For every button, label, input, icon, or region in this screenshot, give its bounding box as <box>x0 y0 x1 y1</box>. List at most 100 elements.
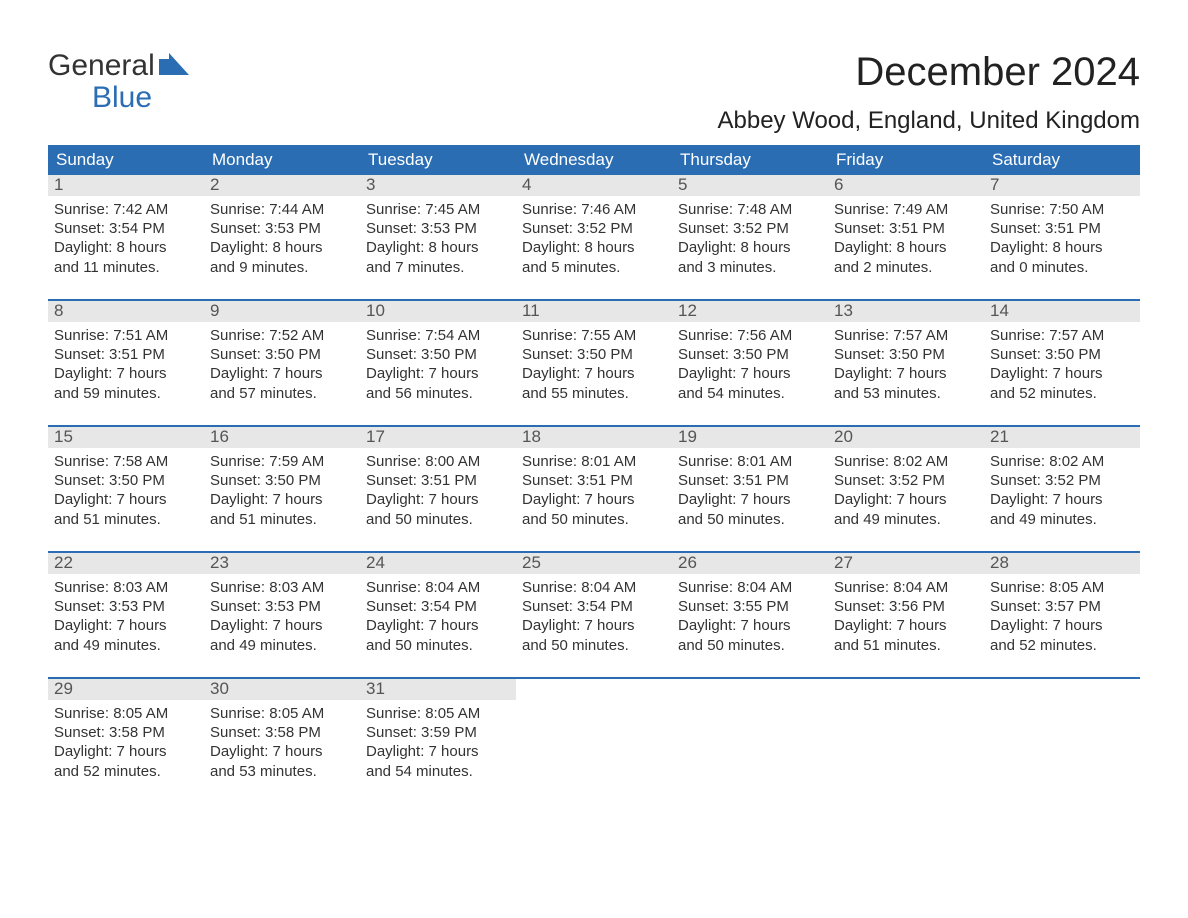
day-line: and 51 minutes. <box>210 510 354 529</box>
day-content: Sunrise: 8:03 AMSunset: 3:53 PMDaylight:… <box>48 574 204 661</box>
day-line: Sunset: 3:50 PM <box>834 345 978 364</box>
week-row: 8Sunrise: 7:51 AMSunset: 3:51 PMDaylight… <box>48 299 1140 423</box>
week-row: 15Sunrise: 7:58 AMSunset: 3:50 PMDayligh… <box>48 425 1140 549</box>
day-line: and 51 minutes. <box>834 636 978 655</box>
day-line: Daylight: 7 hours <box>522 490 666 509</box>
day-line: Sunrise: 8:01 AM <box>522 452 666 471</box>
day-line: Sunrise: 8:04 AM <box>522 578 666 597</box>
day-content: Sunrise: 7:44 AMSunset: 3:53 PMDaylight:… <box>204 196 360 283</box>
day-content: Sunrise: 7:54 AMSunset: 3:50 PMDaylight:… <box>360 322 516 409</box>
day-content: Sunrise: 8:02 AMSunset: 3:52 PMDaylight:… <box>984 448 1140 535</box>
day-content: Sunrise: 7:55 AMSunset: 3:50 PMDaylight:… <box>516 322 672 409</box>
day-line: Daylight: 7 hours <box>678 364 822 383</box>
day-cell: 3Sunrise: 7:45 AMSunset: 3:53 PMDaylight… <box>360 175 516 297</box>
day-number: 26 <box>672 553 828 574</box>
day-line: Sunrise: 7:44 AM <box>210 200 354 219</box>
day-line: and 55 minutes. <box>522 384 666 403</box>
day-number: 29 <box>48 679 204 700</box>
day-line: and 57 minutes. <box>210 384 354 403</box>
day-line: Sunrise: 8:05 AM <box>366 704 510 723</box>
day-cell: 7Sunrise: 7:50 AMSunset: 3:51 PMDaylight… <box>984 175 1140 297</box>
day-line: and 51 minutes. <box>54 510 198 529</box>
day-content: Sunrise: 8:00 AMSunset: 3:51 PMDaylight:… <box>360 448 516 535</box>
day-cell: 30Sunrise: 8:05 AMSunset: 3:58 PMDayligh… <box>204 679 360 801</box>
day-number: 7 <box>984 175 1140 196</box>
day-cell <box>984 679 1140 801</box>
dow-row: SundayMondayTuesdayWednesdayThursdayFrid… <box>48 145 1140 175</box>
day-cell: 15 Sunrise: 7:58 AMSunset: 3:50 PMDayligh… <box>48 427 204 549</box>
day-number: 5 <box>672 175 828 196</box>
day-cell: 6Sunrise: 7:49 AMSunset: 3:51 PMDaylight… <box>828 175 984 297</box>
day-line: Sunrise: 7:50 AM <box>990 200 1134 219</box>
day-cell: 21Sunrise: 8:02 AMSunset: 3:52 PMDayligh… <box>984 427 1140 549</box>
day-cell: 13Sunrise: 7:57 AMSunset: 3:50 PMDayligh… <box>828 301 984 423</box>
day-line: Sunrise: 8:05 AM <box>990 578 1134 597</box>
day-number: 27 <box>828 553 984 574</box>
day-line: Sunrise: 8:05 AM <box>210 704 354 723</box>
day-line: Sunrise: 7:49 AM <box>834 200 978 219</box>
day-cell: 16Sunrise: 7:59 AMSunset: 3:50 PMDayligh… <box>204 427 360 549</box>
day-content: Sunrise: 7:42 AMSunset: 3:54 PMDaylight:… <box>48 196 204 283</box>
day-line: Sunset: 3:50 PM <box>54 471 198 490</box>
day-line: Daylight: 7 hours <box>54 490 198 509</box>
logo-text-2: Blue <box>48 82 191 114</box>
day-content: Sunrise: 7:46 AMSunset: 3:52 PMDaylight:… <box>516 196 672 283</box>
day-line: Sunset: 3:50 PM <box>990 345 1134 364</box>
day-line: Sunrise: 7:58 AM <box>54 452 198 471</box>
day-number: 15 <box>48 427 204 448</box>
day-cell: 9Sunrise: 7:52 AMSunset: 3:50 PMDaylight… <box>204 301 360 423</box>
day-line: Sunset: 3:51 PM <box>54 345 198 364</box>
day-cell: 28Sunrise: 8:05 AMSunset: 3:57 PMDayligh… <box>984 553 1140 675</box>
day-line: Sunrise: 7:56 AM <box>678 326 822 345</box>
day-line: Sunset: 3:58 PM <box>54 723 198 742</box>
day-line: Daylight: 7 hours <box>990 364 1134 383</box>
day-line: and 2 minutes. <box>834 258 978 277</box>
logo-text-1: General <box>48 50 155 82</box>
day-line: Daylight: 7 hours <box>834 616 978 635</box>
day-line: Sunset: 3:50 PM <box>678 345 822 364</box>
day-line: Daylight: 8 hours <box>990 238 1134 257</box>
day-content: Sunrise: 8:04 AMSunset: 3:56 PMDaylight:… <box>828 574 984 661</box>
day-content: Sunrise: 8:01 AMSunset: 3:51 PMDaylight:… <box>672 448 828 535</box>
logo-flag-icon <box>159 50 191 82</box>
day-line: Sunrise: 8:04 AM <box>834 578 978 597</box>
day-line: Sunset: 3:57 PM <box>990 597 1134 616</box>
day-line: Sunrise: 8:03 AM <box>210 578 354 597</box>
day-line: and 50 minutes. <box>678 636 822 655</box>
calendar: SundayMondayTuesdayWednesdayThursdayFrid… <box>48 145 1140 801</box>
day-number: 12 <box>672 301 828 322</box>
day-cell: 27Sunrise: 8:04 AMSunset: 3:56 PMDayligh… <box>828 553 984 675</box>
day-line: and 50 minutes. <box>522 510 666 529</box>
title-block: December 2024 Abbey Wood, England, Unite… <box>718 50 1141 135</box>
day-content: Sunrise: 7:52 AMSunset: 3:50 PMDaylight:… <box>204 322 360 409</box>
day-line: and 11 minutes. <box>54 258 198 277</box>
day-line: and 52 minutes. <box>990 636 1134 655</box>
day-line: Daylight: 7 hours <box>210 742 354 761</box>
dow-header: Thursday <box>672 145 828 175</box>
day-line: Sunset: 3:52 PM <box>678 219 822 238</box>
day-cell: 1Sunrise: 7:42 AMSunset: 3:54 PMDaylight… <box>48 175 204 297</box>
day-cell: 8Sunrise: 7:51 AMSunset: 3:51 PMDaylight… <box>48 301 204 423</box>
day-cell: 23Sunrise: 8:03 AMSunset: 3:53 PMDayligh… <box>204 553 360 675</box>
day-line: Daylight: 7 hours <box>210 616 354 635</box>
day-number: 4 <box>516 175 672 196</box>
day-line: and 0 minutes. <box>990 258 1134 277</box>
logo: General Blue <box>48 50 191 113</box>
day-cell <box>516 679 672 801</box>
day-number: 2 <box>204 175 360 196</box>
day-line: Sunset: 3:52 PM <box>834 471 978 490</box>
day-number: 28 <box>984 553 1140 574</box>
day-line: Daylight: 8 hours <box>366 238 510 257</box>
day-line: and 9 minutes. <box>210 258 354 277</box>
day-content: Sunrise: 8:05 AMSunset: 3:57 PMDaylight:… <box>984 574 1140 661</box>
header: General Blue December 2024 Abbey Wood, E… <box>48 50 1140 135</box>
day-line: and 5 minutes. <box>522 258 666 277</box>
day-number: 9 <box>204 301 360 322</box>
day-line: Daylight: 7 hours <box>522 364 666 383</box>
day-line: Sunrise: 8:01 AM <box>678 452 822 471</box>
day-line: Sunset: 3:59 PM <box>366 723 510 742</box>
day-content: Sunrise: 8:02 AMSunset: 3:52 PMDaylight:… <box>828 448 984 535</box>
day-line: Daylight: 8 hours <box>210 238 354 257</box>
day-number: 23 <box>204 553 360 574</box>
day-line: Daylight: 7 hours <box>54 364 198 383</box>
